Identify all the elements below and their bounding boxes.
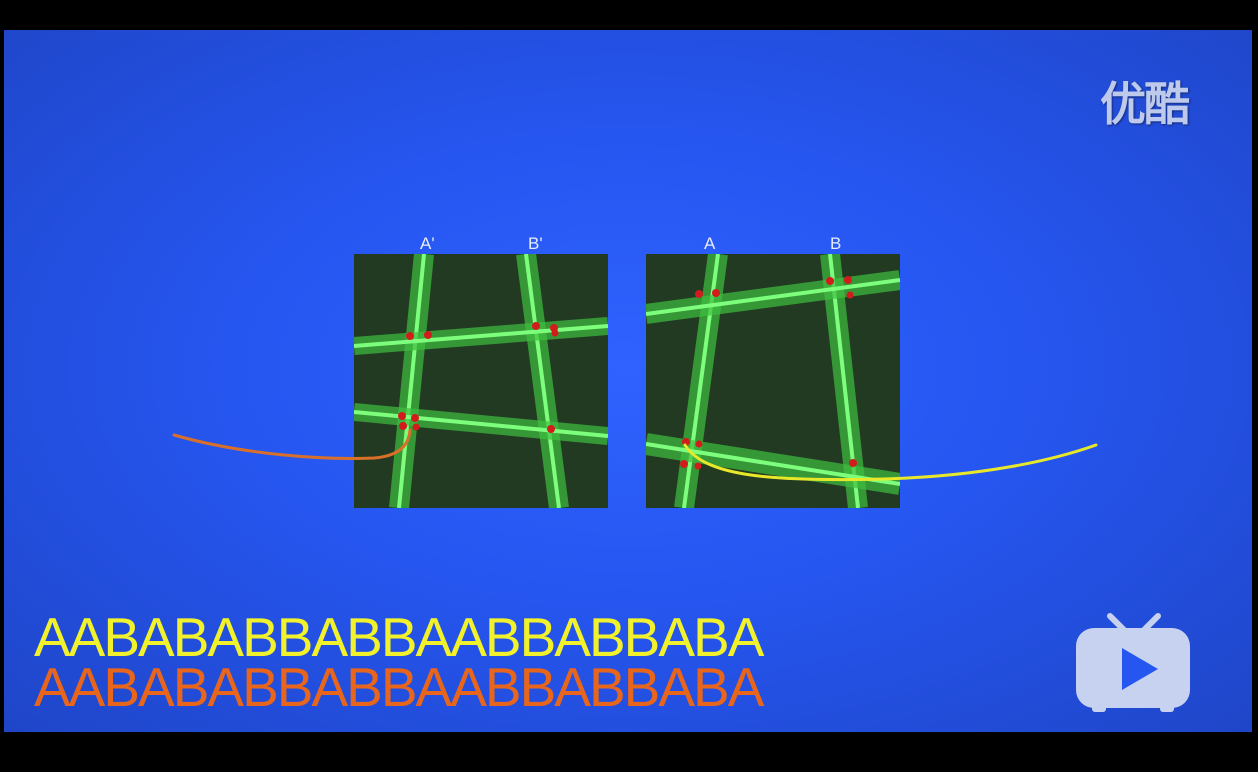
label-b: B bbox=[830, 234, 842, 253]
play-tv-icon[interactable] bbox=[1074, 612, 1192, 714]
video-frame[interactable]: 优酷 A' B' A B bbox=[4, 30, 1252, 732]
sequence-yellow: AABABABBABBAABBABBABA bbox=[34, 606, 764, 668]
label-a-prime: A' bbox=[420, 234, 435, 253]
label-a: A bbox=[704, 234, 716, 253]
red-markers bbox=[398, 322, 559, 433]
filament-lines bbox=[354, 254, 608, 508]
youku-logo: 优酷 bbox=[1100, 77, 1190, 131]
filament-lines bbox=[646, 254, 900, 508]
label-b-prime: B' bbox=[528, 234, 543, 253]
left-grid-panel bbox=[354, 254, 608, 508]
sequence-orange: AABABABBABBAABBABBABA bbox=[34, 656, 764, 718]
right-grid-panel bbox=[646, 254, 900, 508]
